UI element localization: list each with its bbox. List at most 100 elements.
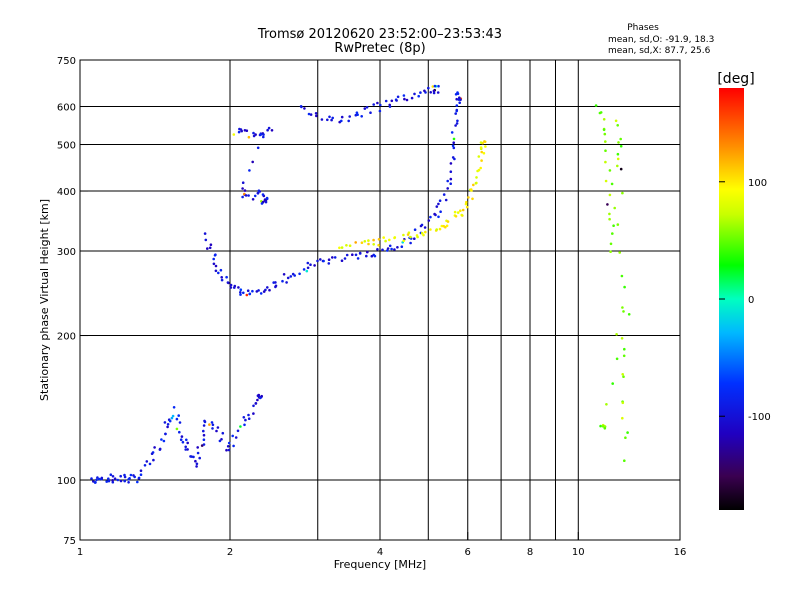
echo-point xyxy=(440,224,444,228)
echo-point xyxy=(619,167,623,171)
echo-point xyxy=(214,269,218,273)
echo-point xyxy=(619,144,623,148)
echo-point xyxy=(128,477,131,480)
echo-point xyxy=(162,439,166,443)
echo-point xyxy=(602,128,606,132)
echo-point xyxy=(616,124,619,127)
echo-point xyxy=(609,250,612,253)
echo-point xyxy=(202,438,206,442)
echo-point xyxy=(622,310,625,313)
echo-point xyxy=(393,248,396,251)
echo-point xyxy=(315,114,318,118)
echo-point xyxy=(480,159,483,162)
echo-point xyxy=(460,213,464,217)
echo-point xyxy=(620,337,624,340)
echo-point xyxy=(264,200,268,204)
echo-point xyxy=(461,208,465,212)
echo-point xyxy=(435,228,439,231)
echo-point xyxy=(305,269,309,273)
echo-point xyxy=(127,481,130,484)
echo-point xyxy=(604,149,607,152)
echo-point xyxy=(377,243,380,247)
echo-point xyxy=(330,118,333,122)
echo-point xyxy=(216,426,220,429)
y-tick-label: 200 xyxy=(57,332,76,343)
echo-point xyxy=(90,477,93,480)
echo-point xyxy=(148,462,152,466)
echo-point xyxy=(220,438,223,441)
echo-point xyxy=(256,398,259,402)
echo-point xyxy=(195,465,198,468)
echo-point xyxy=(423,89,426,93)
echo-point xyxy=(259,292,263,295)
echo-point xyxy=(623,285,626,289)
echo-point xyxy=(204,238,208,242)
echo-point xyxy=(298,272,301,276)
echo-point xyxy=(395,99,398,102)
echo-point xyxy=(465,205,469,209)
echo-point xyxy=(212,262,216,266)
colorbar-ticks: 100 0 -100 xyxy=(719,178,771,423)
echo-point xyxy=(455,104,459,107)
echo-point xyxy=(257,189,261,192)
y-tick-label: 400 xyxy=(57,187,76,198)
echo-point xyxy=(178,421,182,424)
echo-point xyxy=(96,476,99,479)
echo-point xyxy=(616,152,620,156)
echo-point xyxy=(219,268,223,272)
echo-point xyxy=(450,131,454,134)
echo-point xyxy=(372,103,376,106)
echo-point xyxy=(367,242,370,246)
x-tick-label: 16 xyxy=(674,547,687,558)
echo-point xyxy=(604,160,607,164)
echo-point xyxy=(326,118,329,122)
echo-point xyxy=(210,421,214,424)
echo-point xyxy=(358,252,362,255)
echo-point xyxy=(603,132,607,136)
echo-point xyxy=(622,354,626,358)
echo-point xyxy=(626,431,629,434)
echo-point xyxy=(247,417,251,421)
echo-point xyxy=(190,455,193,458)
echo-point xyxy=(211,423,215,427)
echo-point xyxy=(354,253,358,257)
echo-point xyxy=(379,103,382,107)
echo-point xyxy=(454,124,457,127)
echo-point xyxy=(483,140,486,143)
echo-point xyxy=(107,477,110,481)
echo-point xyxy=(244,194,248,197)
y-axis-label: Stationary phase Virtual Height [km] xyxy=(38,199,51,401)
echo-point xyxy=(179,438,183,442)
echo-point xyxy=(163,421,167,424)
echo-point xyxy=(363,107,367,110)
echo-point xyxy=(338,246,341,250)
echo-point xyxy=(608,217,611,221)
echo-point xyxy=(206,247,209,250)
echo-point xyxy=(386,249,389,252)
echo-point xyxy=(109,473,113,477)
echo-point xyxy=(202,429,205,433)
echo-point xyxy=(316,259,319,263)
echo-point xyxy=(445,224,449,228)
y-tick-label: 100 xyxy=(57,476,76,487)
echo-point xyxy=(370,254,374,258)
echo-point xyxy=(413,92,416,96)
echo-point xyxy=(185,438,188,442)
echo-point xyxy=(388,105,392,108)
echo-point xyxy=(423,226,427,229)
echo-point xyxy=(225,448,228,452)
echo-point xyxy=(225,275,228,279)
echo-point xyxy=(475,176,478,179)
echo-point xyxy=(92,480,95,483)
echo-point xyxy=(333,256,337,259)
echo-point xyxy=(178,430,181,434)
colorbar: [deg] 100 0 -100 xyxy=(717,71,771,510)
echo-point xyxy=(452,146,456,150)
echo-point xyxy=(373,254,377,258)
echo-point xyxy=(98,477,101,481)
echo-point xyxy=(202,424,206,427)
echo-point xyxy=(348,115,352,118)
echo-point xyxy=(293,274,297,277)
echo-point xyxy=(234,436,238,439)
echo-point xyxy=(456,211,460,214)
